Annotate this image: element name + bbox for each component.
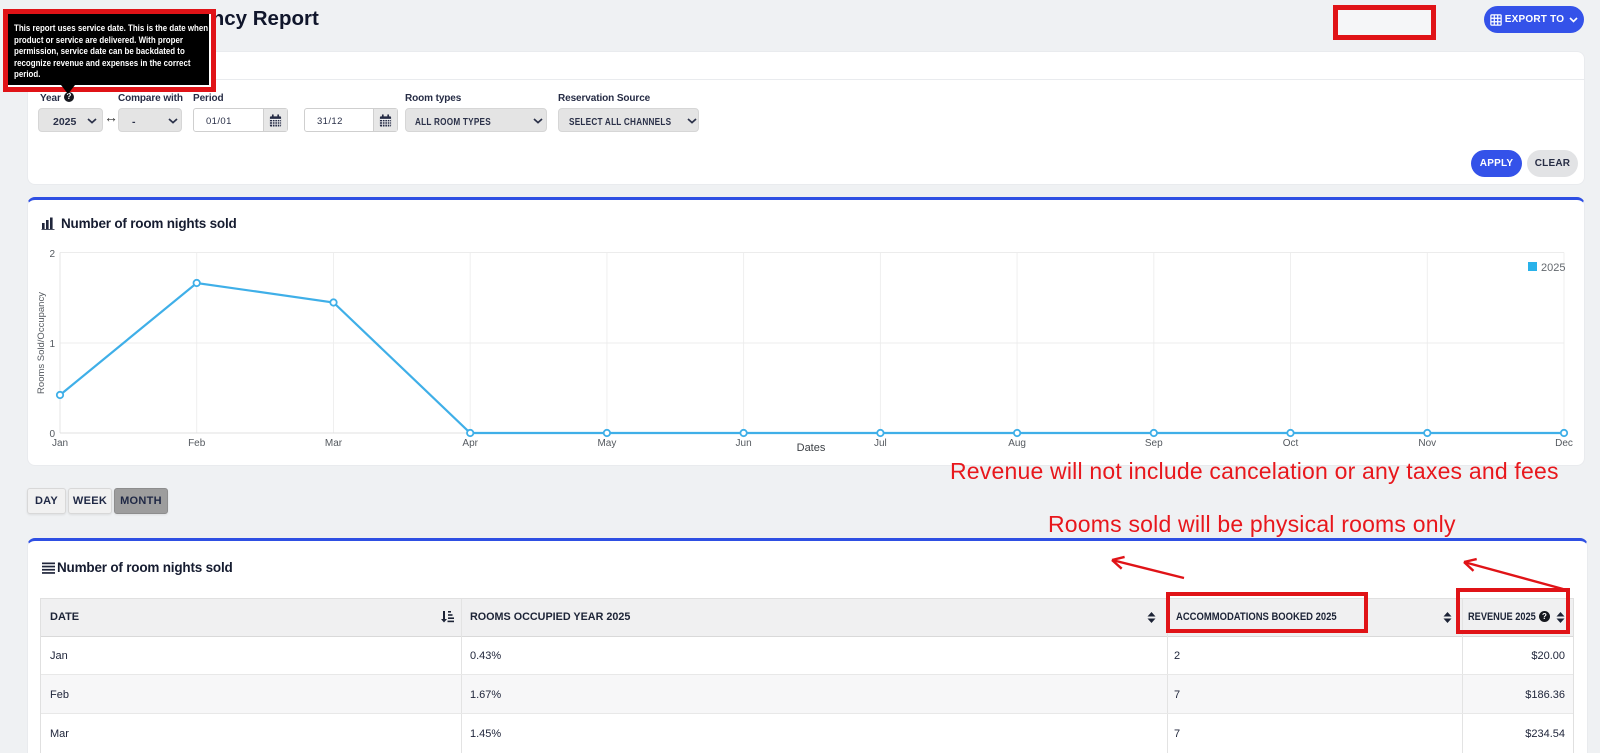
svg-text:May: May	[597, 438, 616, 449]
svg-text:2: 2	[49, 249, 55, 260]
svg-text:Dec: Dec	[1555, 438, 1573, 449]
svg-text:Jan: Jan	[52, 438, 68, 449]
svg-text:Oct: Oct	[1283, 438, 1299, 449]
svg-text:Sep: Sep	[1145, 438, 1163, 449]
svg-text:Feb: Feb	[188, 438, 206, 449]
svg-text:Mar: Mar	[325, 438, 343, 449]
svg-text:Apr: Apr	[462, 438, 478, 449]
svg-text:0: 0	[49, 429, 55, 440]
svg-text:Rooms Sold/Occupancy: Rooms Sold/Occupancy	[36, 292, 47, 394]
svg-text:Dates: Dates	[797, 442, 826, 454]
svg-text:1: 1	[49, 339, 55, 350]
svg-text:Jul: Jul	[874, 438, 887, 449]
svg-text:Aug: Aug	[1008, 438, 1026, 449]
svg-text:Nov: Nov	[1418, 438, 1436, 449]
svg-text:2025: 2025	[1541, 262, 1565, 274]
svg-text:Jun: Jun	[736, 438, 752, 449]
